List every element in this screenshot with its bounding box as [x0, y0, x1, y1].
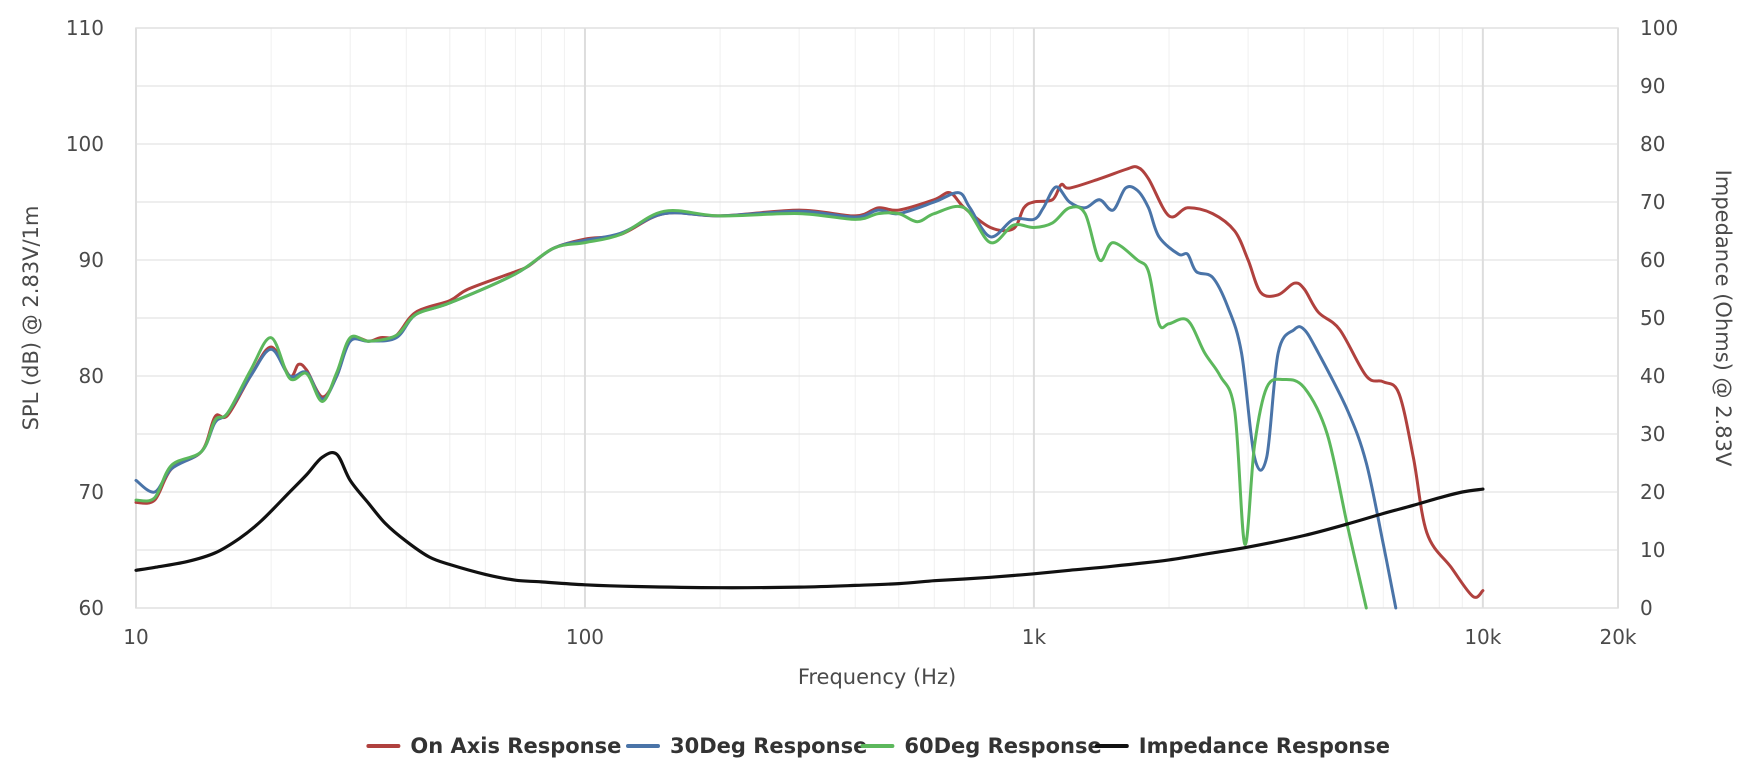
- series-line-3[interactable]: [134, 451, 1485, 590]
- left-y-tick-label: 110: [66, 16, 104, 40]
- series-line-2[interactable]: [134, 204, 1368, 610]
- right-y-tick-label: 70: [1640, 190, 1665, 214]
- left-y-axis-title: SPL (dB) @ 2.83V/1m: [19, 206, 43, 431]
- series-line-0[interactable]: [134, 165, 1485, 599]
- left-y-tick-label: 60: [79, 596, 104, 620]
- right-y-axis-title: Impedance (Ohms) @ 2.83V: [1711, 170, 1735, 467]
- right-y-tick-label: 60: [1640, 248, 1665, 272]
- legend-label: Impedance Response: [1139, 734, 1390, 758]
- right-y-tick-label: 50: [1640, 306, 1665, 330]
- right-y-tick-labels: 0 10 20 30 40 50 60 70 80 90 100: [1640, 16, 1678, 620]
- right-y-tick-label: 20: [1640, 480, 1665, 504]
- legend-label: 30Deg Response: [670, 734, 867, 758]
- x-tick-label: 1k: [1022, 625, 1047, 649]
- right-y-tick-label: 90: [1640, 74, 1665, 98]
- right-y-tick-label: 80: [1640, 132, 1665, 156]
- x-tick-labels: 10 100 1k 10k 20k: [123, 625, 1637, 649]
- right-y-tick-label: 40: [1640, 364, 1665, 388]
- left-y-tick-label: 90: [79, 248, 104, 272]
- right-y-tick-label: 0: [1640, 596, 1653, 620]
- legend: On Axis Response 30Deg Response 60Deg Resp…: [366, 734, 1390, 758]
- x-tick-label: 10k: [1464, 625, 1501, 649]
- x-tick-label: 100: [566, 625, 604, 649]
- left-y-tick-label: 80: [79, 364, 104, 388]
- major-gridlines: [135, 28, 1619, 608]
- left-y-tick-label: 100: [66, 132, 104, 156]
- legend-item[interactable]: 60Deg Response: [860, 734, 1102, 758]
- right-y-tick-label: 10: [1640, 538, 1665, 562]
- legend-item[interactable]: Impedance Response: [1094, 734, 1390, 758]
- right-y-tick-label: 100: [1640, 16, 1678, 40]
- legend-label: 60Deg Response: [904, 734, 1101, 758]
- legend-item[interactable]: 30Deg Response: [626, 734, 867, 758]
- left-y-tick-label: 70: [79, 480, 104, 504]
- series-lines: [134, 165, 1485, 610]
- legend-item[interactable]: On Axis Response: [366, 734, 621, 758]
- right-y-tick-label: 30: [1640, 422, 1665, 446]
- x-tick-label: 20k: [1599, 625, 1636, 649]
- x-tick-label: 10: [123, 625, 148, 649]
- plot-area-border: [135, 27, 1619, 609]
- x-axis-title: Frequency (Hz): [798, 665, 956, 689]
- left-y-tick-labels: 60 70 80 90 100 110: [66, 16, 104, 620]
- legend-label: On Axis Response: [410, 734, 621, 758]
